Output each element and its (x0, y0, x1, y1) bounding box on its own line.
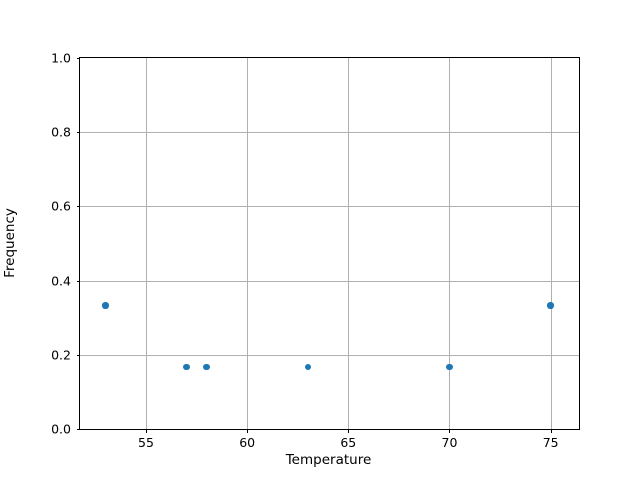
x-axis-tick-label: 70 (441, 435, 458, 450)
scatter-point (446, 363, 453, 371)
x-axis-tick-mark (145, 429, 147, 433)
x-axis-tick-label: 60 (239, 435, 256, 450)
y-axis-label: Frequency (2, 207, 18, 278)
plot-axes: 55 60 65 70 75 0.0 0.2 0.4 0.6 0.8 1.0 (51, 51, 580, 450)
y-axis-tick-mark (76, 280, 80, 282)
y-axis-tick-label: 0.2 (51, 347, 71, 363)
gridline-vertical (550, 58, 552, 429)
y-axis-tick-mark (76, 354, 80, 356)
y-axis-tick-mark (76, 206, 80, 208)
y-axis-tick-label: 0.0 (51, 421, 71, 437)
gridline-horizontal (80, 354, 579, 356)
scatter-point (304, 363, 312, 371)
scatter-point (203, 363, 210, 371)
gridline-horizontal (80, 132, 579, 134)
gridline-vertical (449, 58, 451, 429)
x-axis-tick-mark (247, 429, 249, 433)
y-axis-tick-label: 1.0 (51, 50, 71, 66)
y-axis-tick-label: 0.6 (51, 198, 71, 214)
gridline-vertical (348, 58, 350, 429)
y-axis-tick-label: 0.4 (51, 273, 71, 289)
gridline-vertical (145, 58, 147, 429)
gridline-horizontal (80, 206, 579, 208)
scatter-point (183, 363, 190, 371)
x-axis-tick-label: 75 (542, 435, 559, 450)
y-axis-label-container: Frequency (0, 57, 20, 428)
gridline-horizontal (80, 280, 579, 282)
scatter-point (547, 302, 554, 309)
y-axis-tick-label: 0.8 (51, 124, 71, 140)
x-axis-tick-mark (348, 429, 350, 433)
x-axis-tick-label: 65 (340, 435, 357, 450)
scatter-point (102, 302, 109, 309)
y-axis-tick-mark (76, 429, 80, 430)
y-axis-tick-mark (76, 58, 80, 59)
x-axis-tick-mark (449, 429, 451, 433)
x-axis-label: Temperature (285, 452, 372, 468)
plot-surface: 55 60 65 70 75 0.0 0.2 0.4 0.6 0.8 1.0 (51, 51, 579, 450)
gridline-vertical (247, 58, 249, 429)
x-axis-tick-label: 55 (138, 435, 154, 450)
y-axis-tick-mark (76, 132, 80, 134)
x-axis-tick-mark (550, 429, 552, 433)
